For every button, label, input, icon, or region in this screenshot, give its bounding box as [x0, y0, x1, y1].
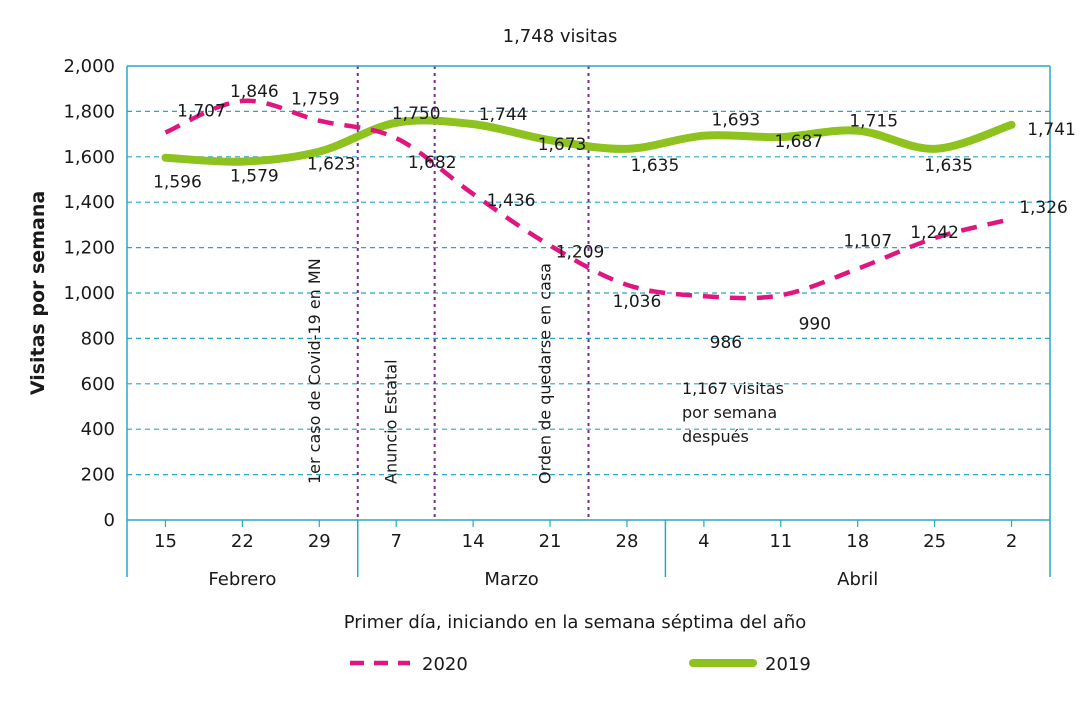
data-label-2020: 1,242 — [910, 223, 959, 243]
data-label-2020: 990 — [799, 314, 831, 334]
y-tick-label: 1,200 — [63, 238, 115, 259]
data-label-2019: 1,744 — [479, 105, 528, 125]
y-tick-label: 200 — [81, 465, 115, 486]
event-label: 1er caso de Covid-19 en MN — [305, 258, 324, 484]
after-note: 1,167 visitas por semana después — [682, 379, 784, 446]
series-lines — [161, 98, 1016, 301]
series-line-2019 — [161, 116, 1016, 166]
x-tick-label: 4 — [698, 531, 709, 552]
data-label-2019: 1,635 — [631, 156, 680, 176]
data-label-2019: 1,623 — [307, 155, 356, 175]
legend: 2020 2019 — [350, 654, 811, 675]
data-label-2019: 1,750 — [392, 104, 441, 124]
x-axis: 15 22 29 7 14 21 28 4 11 18 25 2 Febrero Marzo Abril — [154, 520, 1017, 590]
event-label: Orden de quedarse en casa — [536, 263, 555, 484]
month-label: Marzo — [484, 569, 538, 590]
legend-label-2019: 2019 — [765, 654, 811, 675]
data-label-2019: 1,635 — [924, 156, 973, 176]
x-axis-title: Primer día, iniciando en la semana sépti… — [344, 612, 807, 633]
y-tick-labels: 0 200 400 600 800 1,000 1,200 1,400 1,600 1,800 2,… — [63, 56, 115, 531]
data-label-2020: 1,209 — [556, 243, 605, 263]
x-tick-label: 11 — [769, 531, 792, 552]
data-label-2020: 1,759 — [291, 90, 340, 110]
x-tick-label: 29 — [308, 531, 331, 552]
top-annotation: 1,748 visitas — [503, 26, 618, 47]
y-tick-label: 1,400 — [63, 192, 115, 213]
data-label-2020: 1,682 — [408, 153, 457, 173]
series-line-2020 — [164, 98, 1013, 301]
event-lines: 1er caso de Covid-19 en MN Anuncio Estata… — [305, 66, 590, 520]
x-tick-label: 2 — [1006, 531, 1017, 552]
month-label: Febrero — [208, 569, 276, 590]
month-label: Abril — [837, 569, 878, 590]
data-label-2019: 1,687 — [774, 132, 823, 152]
note-line: después — [682, 427, 749, 446]
note-line: por semana — [682, 403, 777, 422]
data-label-2020: 986 — [710, 333, 742, 353]
plot-frame — [126, 65, 1051, 577]
x-tick-label: 14 — [462, 531, 485, 552]
data-label-2019: 1,596 — [153, 173, 202, 193]
data-label-2019: 1,693 — [712, 111, 761, 131]
data-label-2020: 1,107 — [843, 232, 892, 252]
data-label-2020: 1,436 — [487, 191, 536, 211]
data-label-2019: 1,741 — [1027, 120, 1076, 140]
x-tick-label: 18 — [846, 531, 869, 552]
y-tick-label: 400 — [81, 419, 115, 440]
y-axis-title: Visitas por semana — [27, 191, 49, 395]
data-label-2019: 1,715 — [849, 112, 898, 132]
data-label-2019: 1,579 — [230, 167, 279, 187]
x-tick-label: 28 — [616, 531, 639, 552]
y-tick-label: 0 — [104, 510, 115, 531]
data-label-2020: 1,846 — [230, 82, 279, 102]
x-tick-label: 7 — [390, 531, 401, 552]
y-tick-label: 2,000 — [63, 56, 115, 77]
y-tick-label: 600 — [81, 374, 115, 395]
data-label-2020: 1,036 — [613, 292, 662, 312]
x-tick-label: 25 — [923, 531, 946, 552]
x-tick-label: 21 — [539, 531, 562, 552]
data-label-2019: 1,673 — [538, 135, 587, 155]
note-line: 1,167 visitas — [682, 379, 784, 398]
legend-label-2020: 2020 — [422, 654, 468, 675]
y-tick-label: 1,800 — [63, 101, 115, 122]
y-tick-label: 1,000 — [63, 283, 115, 304]
x-tick-label: 15 — [154, 531, 177, 552]
event-label: Anuncio Estatal — [382, 359, 401, 484]
data-label-2020: 1,326 — [1019, 198, 1068, 218]
y-tick-label: 800 — [81, 328, 115, 349]
data-label-2020: 1,707 — [177, 102, 226, 122]
x-tick-label: 22 — [231, 531, 254, 552]
y-tick-label: 1,600 — [63, 147, 115, 168]
